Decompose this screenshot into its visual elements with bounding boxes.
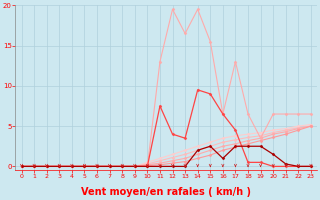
X-axis label: Vent moyen/en rafales ( km/h ): Vent moyen/en rafales ( km/h ) [81, 187, 251, 197]
